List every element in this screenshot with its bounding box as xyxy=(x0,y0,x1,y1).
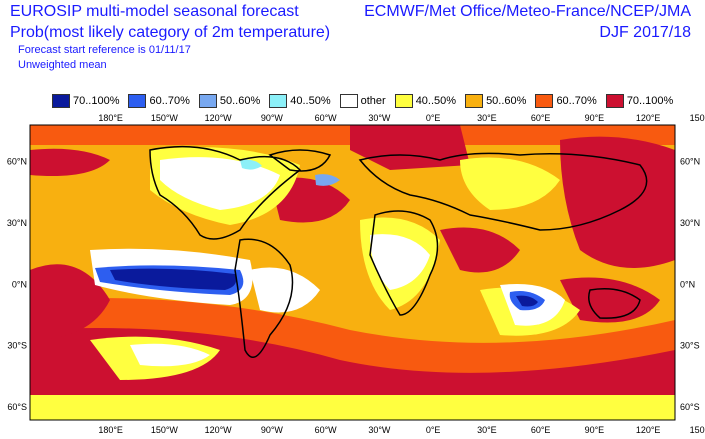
legend-swatch xyxy=(269,94,288,108)
latitude-tick-label: 30°S xyxy=(7,341,27,351)
legend-item: 40..50% xyxy=(394,94,457,108)
longitude-tick-label: 150°E xyxy=(690,425,705,435)
legend-item: 50..60% xyxy=(198,94,261,108)
latitude-tick-label: 60°N xyxy=(7,156,27,166)
legend-label: 50..60% xyxy=(219,95,261,107)
legend-swatch xyxy=(535,94,554,108)
longitude-tick-label: 60°W xyxy=(315,425,338,435)
title-line-1: EUROSIP multi-model seasonal forecast xyxy=(10,3,299,20)
legend-swatch xyxy=(339,94,358,108)
legend-label: 70..100% xyxy=(626,95,674,107)
legend-label: 60..70% xyxy=(149,95,190,107)
map-frame xyxy=(29,124,676,421)
longitude-tick-label: 150°E xyxy=(690,113,705,123)
longitude-tick-label: 0°E xyxy=(426,425,441,435)
longitude-tick-label: 180°E xyxy=(98,425,123,435)
longitude-ticks-top: 180°E 150°W 120°W 90°W 60°W 30°W 0°E 30°E 60°E 90… xyxy=(98,113,705,123)
legend-swatch xyxy=(605,94,624,108)
longitude-tick-label: 60°E xyxy=(531,425,551,435)
legend-swatch xyxy=(465,94,484,108)
latitude-tick-label: 30°N xyxy=(7,218,27,228)
longitude-tick-label: 120°W xyxy=(205,113,233,123)
longitude-tick-label: 120°W xyxy=(205,425,233,435)
longitude-ticks-bottom: 180°E 150°W 120°W 90°W 60°W 30°W 0°E 30°E 60°E 90… xyxy=(98,425,705,435)
latitude-tick-label: 0°N xyxy=(680,279,695,289)
longitude-tick-label: 120°E xyxy=(636,113,661,123)
latitude-ticks-right: 60°N 30°N 0°N 30°S 60°S xyxy=(680,156,700,412)
longitude-tick-label: 30°E xyxy=(477,113,497,123)
longitude-tick-label: 90°E xyxy=(585,113,605,123)
longitude-tick-label: 90°E xyxy=(585,425,605,435)
longitude-tick-label: 30°E xyxy=(477,425,497,435)
latitude-tick-label: 60°S xyxy=(7,402,27,412)
legend-swatch xyxy=(394,94,413,108)
latitude-tick-label: 30°N xyxy=(680,218,700,228)
longitude-tick-label: 60°E xyxy=(531,113,551,123)
legend-swatch xyxy=(198,94,217,108)
legend-item: 60..70% xyxy=(128,94,190,108)
legend-item: other xyxy=(339,94,386,108)
latitude-tick-label: 30°S xyxy=(680,341,700,351)
longitude-tick-label: 150°W xyxy=(151,425,179,435)
latitude-tick-label: 60°N xyxy=(680,156,700,166)
title-line-2: Prob(most likely category of 2m temperat… xyxy=(10,24,331,41)
longitude-tick-label: 150°W xyxy=(151,113,179,123)
latitude-tick-label: 0°N xyxy=(12,279,27,289)
legend-label: 40..50% xyxy=(290,95,331,107)
legend-item: 60..70% xyxy=(535,94,597,108)
forecast-start-text: Forecast start reference is 01/11/17 xyxy=(18,44,191,56)
legend: 70..100% 60..70% 50..60% 40..50% other 40..50… xyxy=(52,93,682,109)
legend-item: 70..100% xyxy=(52,94,119,108)
longitude-tick-label: 30°W xyxy=(368,425,391,435)
legend-item: 70..100% xyxy=(605,94,674,108)
legend-label: 70..100% xyxy=(73,95,120,107)
centres-title: ECMWF/Met Office/Meteo-France/NCEP/JMA xyxy=(364,3,691,20)
legend-label: 60..70% xyxy=(556,95,597,107)
legend-swatch xyxy=(128,94,147,108)
legend-label: 50..60% xyxy=(486,95,527,107)
longitude-tick-label: 60°W xyxy=(315,113,338,123)
legend-item: 50..60% xyxy=(465,94,526,108)
longitude-tick-label: 0°E xyxy=(426,113,441,123)
longitude-tick-label: 30°W xyxy=(368,113,391,123)
map-fill xyxy=(30,125,675,420)
weighting-text: Unweighted mean xyxy=(18,59,107,71)
season-title: DJF 2017/18 xyxy=(599,24,691,41)
latitude-tick-label: 60°S xyxy=(680,402,700,412)
latitude-ticks-left: 60°N 30°N 0°N 30°S 60°S xyxy=(7,156,27,412)
longitude-tick-label: 180°E xyxy=(98,113,123,123)
longitude-tick-label: 120°E xyxy=(636,425,661,435)
legend-label: 40..50% xyxy=(415,95,457,107)
coastlines xyxy=(149,145,648,358)
longitude-tick-label: 90°W xyxy=(261,425,284,435)
longitude-tick-label: 90°W xyxy=(261,113,284,123)
legend-item: 40..50% xyxy=(269,94,331,108)
legend-label: other xyxy=(360,95,386,107)
legend-swatch xyxy=(52,94,70,108)
